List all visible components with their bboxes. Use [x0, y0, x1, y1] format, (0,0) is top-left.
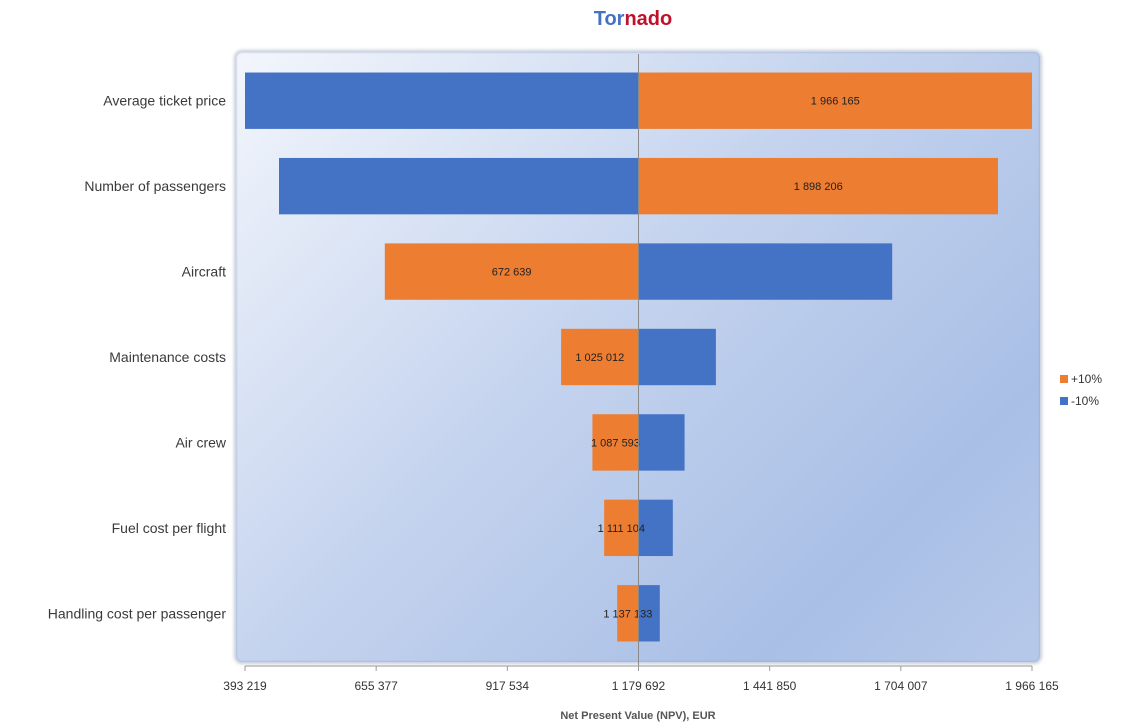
data-label: 1 111 104	[598, 523, 645, 535]
chart-title-part1: Tor	[593, 8, 625, 30]
x-axis-title: Net Present Value (NPV), EUR	[560, 710, 715, 722]
category-label: Aircraft	[182, 264, 226, 280]
bar-minus-10	[245, 72, 639, 129]
chart-title: Tornado	[0, 8, 1141, 31]
data-label: 672 639	[492, 267, 532, 279]
x-tick-label: 393 219	[223, 679, 267, 693]
bar-minus-10	[638, 414, 685, 471]
bar-plus-10	[617, 585, 639, 642]
legend-item-plus-10: +10%	[1060, 368, 1102, 390]
x-tick-label: 655 377	[354, 679, 398, 693]
category-label: Maintenance costs	[109, 349, 226, 365]
legend-item-minus-10: -10%	[1060, 390, 1102, 412]
category-label: Number of passengers	[84, 178, 226, 194]
data-label: 1 137 133	[603, 608, 652, 620]
bar-plus-10	[604, 499, 639, 557]
category-label: Fuel cost per flight	[112, 520, 226, 536]
bar-minus-10	[638, 243, 893, 300]
category-label: Average ticket price	[103, 93, 226, 109]
data-label: 1 025 012	[575, 352, 624, 364]
legend-label-plus-10: +10%	[1071, 372, 1103, 386]
bar-plus-10	[592, 414, 639, 471]
chart-title-part2: nado	[624, 8, 673, 30]
x-tick-label: 917 534	[486, 679, 530, 693]
category-label: Handling cost per passenger	[48, 605, 227, 621]
bar-plus-10	[384, 243, 639, 300]
bar-minus-10	[638, 585, 660, 642]
data-label: 1 087 593	[591, 437, 640, 449]
category-label: Air crew	[175, 434, 226, 450]
data-label: 1 966 165	[811, 96, 860, 108]
bar-minus-10	[638, 499, 673, 557]
bar-plus-10	[561, 328, 639, 386]
x-tick-label: 1 441 850	[743, 679, 797, 693]
bar-minus-10	[638, 328, 716, 386]
legend: +10% -10%	[1060, 368, 1102, 412]
legend-swatch-minus-10	[1060, 397, 1068, 405]
legend-label-minus-10: -10%	[1071, 394, 1100, 408]
legend-swatch-plus-10	[1060, 375, 1068, 383]
data-label: 1 898 206	[794, 181, 843, 193]
x-tick-label: 1 179 692	[612, 679, 666, 693]
bar-plus-10	[638, 157, 998, 215]
bar-plus-10	[638, 72, 1032, 129]
x-tick-label: 1 966 165	[1005, 679, 1059, 693]
x-tick-label: 1 704 007	[874, 679, 928, 693]
bar-minus-10	[279, 157, 639, 215]
